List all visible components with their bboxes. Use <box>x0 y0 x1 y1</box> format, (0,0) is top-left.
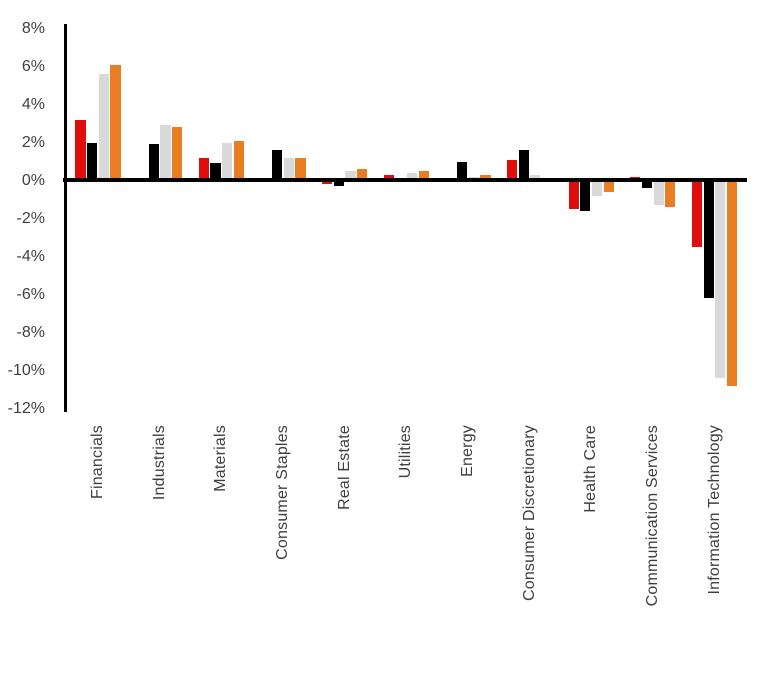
x-category-label: Information Technology <box>704 425 726 600</box>
bar-black-materials <box>210 163 221 181</box>
bar-gray-consumer-discretionary <box>530 174 541 181</box>
x-category-label-text: Consumer Discretionary <box>520 425 538 602</box>
x-category-label-text: Industrials <box>150 425 168 501</box>
bar-black-industrials <box>148 144 159 181</box>
bar-black-health-care <box>580 180 591 211</box>
x-category-label: Consumer Discretionary <box>519 425 541 606</box>
bar-red-health-care <box>568 180 579 209</box>
bar-gray-industrials <box>160 125 171 181</box>
bar-gray-utilities <box>407 172 418 181</box>
x-category-label: Financials <box>87 425 109 504</box>
bar-black-consumer-staples <box>272 150 283 181</box>
y-tick-label: 0% <box>21 171 45 189</box>
x-category-label-text: Utilities <box>397 425 415 479</box>
y-tick-label: -2% <box>16 209 45 227</box>
bar-orange-financials <box>110 64 121 181</box>
bar-gray-real-estate <box>345 171 356 181</box>
y-tick-label: -6% <box>16 285 45 303</box>
x-category-label-text: Information Technology <box>705 425 723 595</box>
y-tick-label: -8% <box>16 323 45 341</box>
x-category-label: Real Estate <box>334 425 356 515</box>
bar-orange-real-estate <box>357 169 368 181</box>
bar-red-materials <box>198 157 209 181</box>
bar-gray-materials <box>222 142 233 181</box>
bar-black-real-estate <box>333 180 344 187</box>
x-category-label: Utilities <box>395 425 417 483</box>
y-tick-label: 2% <box>21 133 45 151</box>
x-category-label-text: Energy <box>458 425 476 477</box>
bar-gray-information-technology <box>715 180 726 379</box>
x-category-label-text: Consumer Staples <box>273 425 291 560</box>
bar-orange-communication-services <box>665 180 676 208</box>
bar-orange-materials <box>233 140 244 181</box>
y-tick-label: -12% <box>7 399 45 417</box>
x-category-label-text: Health Care <box>582 425 600 513</box>
x-category-label-text: Materials <box>212 425 230 492</box>
bar-gray-communication-services <box>653 180 664 206</box>
x-axis-zero-line <box>63 178 747 182</box>
bar-orange-health-care <box>603 180 614 192</box>
x-category-label: Materials <box>210 425 232 497</box>
bar-black-energy <box>456 161 468 181</box>
y-tick-label: 4% <box>21 95 45 113</box>
bar-black-financials <box>87 142 98 181</box>
bar-black-information-technology <box>703 180 714 299</box>
bar-gray-consumer-staples <box>283 157 294 181</box>
x-category-label: Health Care <box>580 425 602 518</box>
bar-gray-health-care <box>591 180 603 196</box>
y-axis-line <box>64 24 67 412</box>
y-tick-label: 8% <box>21 19 45 37</box>
x-category-label-text: Financials <box>89 425 106 500</box>
bar-black-communication-services <box>641 180 653 189</box>
bar-red-utilities <box>383 174 394 181</box>
bar-black-consumer-discretionary <box>518 150 529 181</box>
bar-gray-financials <box>98 74 109 181</box>
bar-orange-industrials <box>172 127 183 181</box>
x-category-label-text: Communication Services <box>643 425 661 607</box>
bar-orange-information-technology <box>726 180 738 386</box>
x-category-label: Industrials <box>149 425 171 505</box>
bar-red-consumer-discretionary <box>506 159 518 181</box>
y-tick-label: 6% <box>21 57 45 75</box>
x-category-label: Consumer Staples <box>272 425 294 565</box>
bar-orange-consumer-staples <box>295 157 306 181</box>
bar-red-information-technology <box>691 180 703 247</box>
y-tick-label: -10% <box>7 361 45 379</box>
bar-red-financials <box>75 119 86 181</box>
bar-red-real-estate <box>321 180 333 185</box>
x-category-label-text: Real Estate <box>335 425 353 510</box>
x-category-label: Communication Services <box>642 425 664 611</box>
y-tick-label: -4% <box>16 247 45 265</box>
x-category-label: Energy <box>457 425 479 482</box>
bar-orange-energy <box>480 174 491 181</box>
bar-orange-utilities <box>418 171 429 181</box>
